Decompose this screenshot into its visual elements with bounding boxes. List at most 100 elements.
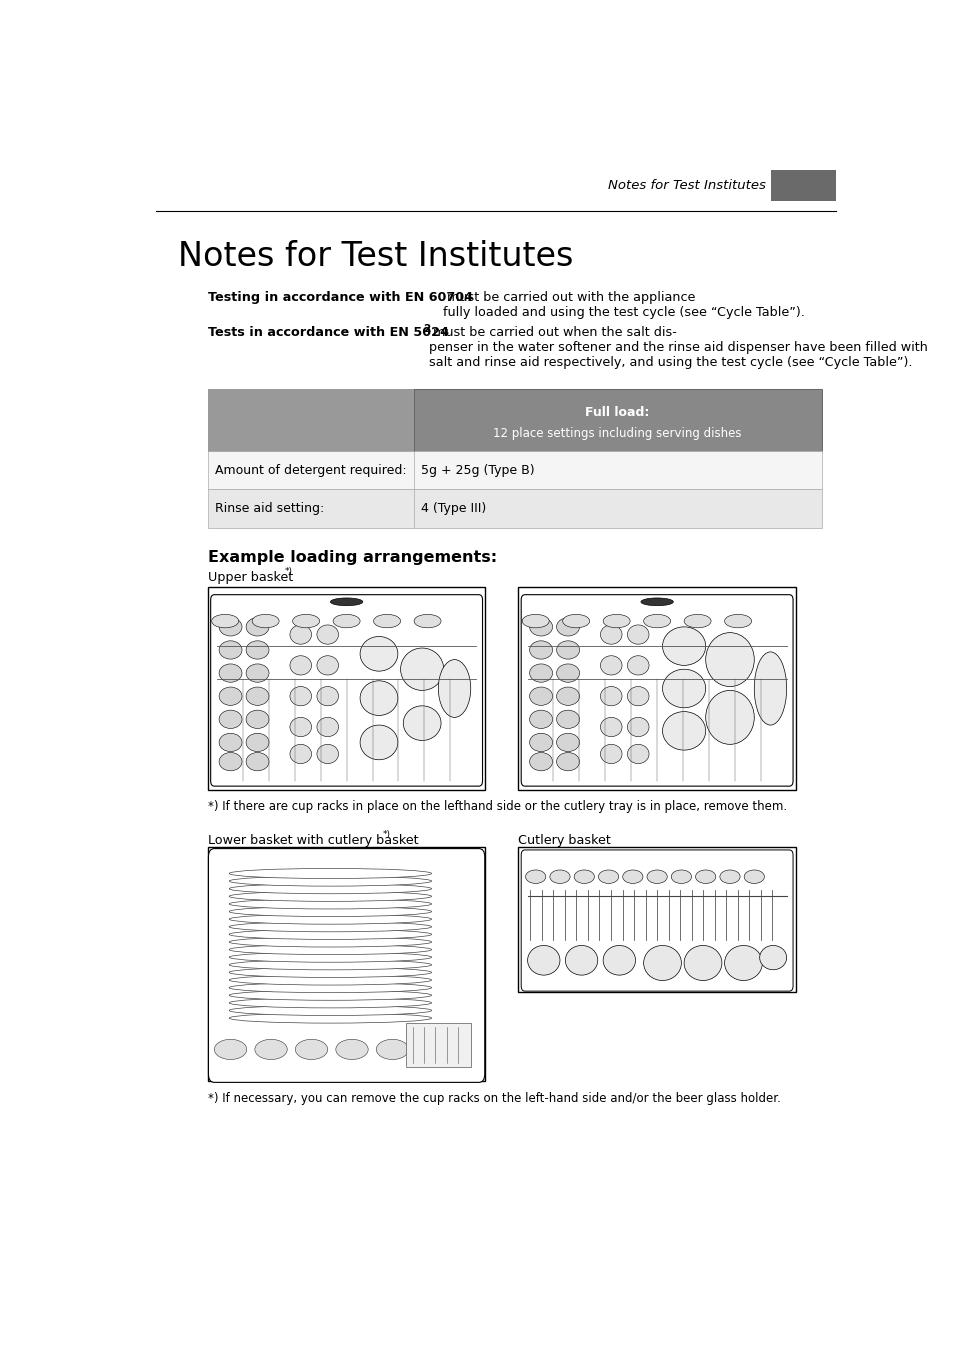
- Ellipse shape: [229, 990, 431, 1000]
- Ellipse shape: [359, 725, 397, 760]
- Text: Testing in accordance with EN 60704: Testing in accordance with EN 60704: [208, 291, 473, 304]
- Ellipse shape: [229, 884, 431, 894]
- Ellipse shape: [627, 718, 648, 737]
- Ellipse shape: [695, 869, 715, 883]
- Text: Lower basket with cutlery basket: Lower basket with cutlery basket: [208, 834, 418, 846]
- Ellipse shape: [403, 706, 440, 741]
- Ellipse shape: [293, 614, 319, 627]
- Ellipse shape: [229, 960, 431, 969]
- Bar: [518, 848, 795, 992]
- Bar: [208, 848, 485, 1082]
- Ellipse shape: [219, 753, 242, 771]
- Ellipse shape: [529, 753, 552, 771]
- Ellipse shape: [229, 983, 431, 992]
- Ellipse shape: [527, 945, 559, 975]
- Ellipse shape: [556, 618, 578, 635]
- Ellipse shape: [219, 733, 242, 752]
- Ellipse shape: [599, 745, 621, 764]
- Ellipse shape: [529, 733, 552, 752]
- Text: *): *): [383, 830, 391, 838]
- Ellipse shape: [646, 869, 666, 883]
- FancyBboxPatch shape: [211, 595, 482, 786]
- Ellipse shape: [246, 710, 269, 729]
- Ellipse shape: [622, 869, 642, 883]
- Ellipse shape: [400, 648, 443, 691]
- Ellipse shape: [705, 691, 754, 745]
- Ellipse shape: [219, 664, 242, 683]
- Ellipse shape: [229, 868, 431, 879]
- Ellipse shape: [599, 687, 621, 706]
- Ellipse shape: [219, 641, 242, 660]
- Ellipse shape: [671, 869, 691, 883]
- Ellipse shape: [556, 753, 578, 771]
- Ellipse shape: [556, 710, 578, 729]
- Ellipse shape: [316, 656, 338, 675]
- Bar: [406, 1022, 470, 1067]
- Text: Amount of detergent required:: Amount of detergent required:: [215, 464, 407, 476]
- Text: must be carried out with the appliance
fully loaded and using the test cycle (se: must be carried out with the appliance f…: [442, 291, 804, 319]
- Ellipse shape: [295, 1040, 328, 1060]
- Bar: [771, 169, 836, 200]
- Ellipse shape: [229, 929, 431, 940]
- Bar: [208, 450, 821, 489]
- Ellipse shape: [529, 641, 552, 660]
- FancyBboxPatch shape: [520, 850, 792, 991]
- Text: Upper basket: Upper basket: [208, 572, 293, 584]
- Ellipse shape: [598, 869, 618, 883]
- FancyBboxPatch shape: [520, 595, 792, 786]
- Ellipse shape: [556, 641, 578, 660]
- Ellipse shape: [374, 614, 400, 627]
- Ellipse shape: [521, 614, 549, 627]
- Text: Rinse aid setting:: Rinse aid setting:: [215, 502, 324, 515]
- Text: Notes for Test Institutes: Notes for Test Institutes: [178, 241, 573, 273]
- Ellipse shape: [219, 687, 242, 706]
- Ellipse shape: [330, 598, 362, 606]
- Ellipse shape: [643, 945, 680, 980]
- Bar: [208, 389, 413, 450]
- Ellipse shape: [229, 952, 431, 963]
- Ellipse shape: [627, 687, 648, 706]
- Ellipse shape: [661, 627, 705, 665]
- Ellipse shape: [219, 618, 242, 635]
- Ellipse shape: [599, 656, 621, 675]
- Ellipse shape: [556, 664, 578, 683]
- Ellipse shape: [290, 718, 312, 737]
- Ellipse shape: [743, 869, 763, 883]
- Ellipse shape: [246, 664, 269, 683]
- Ellipse shape: [562, 614, 589, 627]
- Ellipse shape: [316, 687, 338, 706]
- Ellipse shape: [229, 876, 431, 886]
- Ellipse shape: [414, 614, 440, 627]
- Ellipse shape: [683, 945, 721, 980]
- Ellipse shape: [529, 618, 552, 635]
- Ellipse shape: [229, 998, 431, 1007]
- Ellipse shape: [246, 641, 269, 660]
- Bar: [208, 587, 485, 790]
- Ellipse shape: [437, 660, 470, 718]
- Ellipse shape: [643, 614, 670, 627]
- Text: 4 (Type III): 4 (Type III): [420, 502, 486, 515]
- Ellipse shape: [290, 745, 312, 764]
- Text: *) If necessary, you can remove the cup racks on the left-hand side and/or the b: *) If necessary, you can remove the cup …: [208, 1092, 780, 1105]
- Ellipse shape: [252, 614, 279, 627]
- Ellipse shape: [627, 625, 648, 644]
- Ellipse shape: [359, 681, 397, 715]
- Ellipse shape: [556, 687, 578, 706]
- Ellipse shape: [416, 1040, 449, 1060]
- Ellipse shape: [229, 922, 431, 932]
- Ellipse shape: [640, 598, 673, 606]
- Ellipse shape: [602, 945, 635, 975]
- Text: *): *): [285, 568, 293, 576]
- Ellipse shape: [599, 625, 621, 644]
- Ellipse shape: [724, 614, 751, 627]
- Ellipse shape: [529, 687, 552, 706]
- Ellipse shape: [754, 652, 786, 725]
- Ellipse shape: [229, 906, 431, 917]
- Ellipse shape: [229, 1013, 431, 1023]
- Ellipse shape: [229, 891, 431, 902]
- Ellipse shape: [720, 869, 740, 883]
- Ellipse shape: [229, 899, 431, 909]
- Ellipse shape: [627, 745, 648, 764]
- Text: Cutlery basket: Cutlery basket: [518, 834, 611, 846]
- Text: 12 place settings including serving dishes: 12 place settings including serving dish…: [493, 427, 741, 439]
